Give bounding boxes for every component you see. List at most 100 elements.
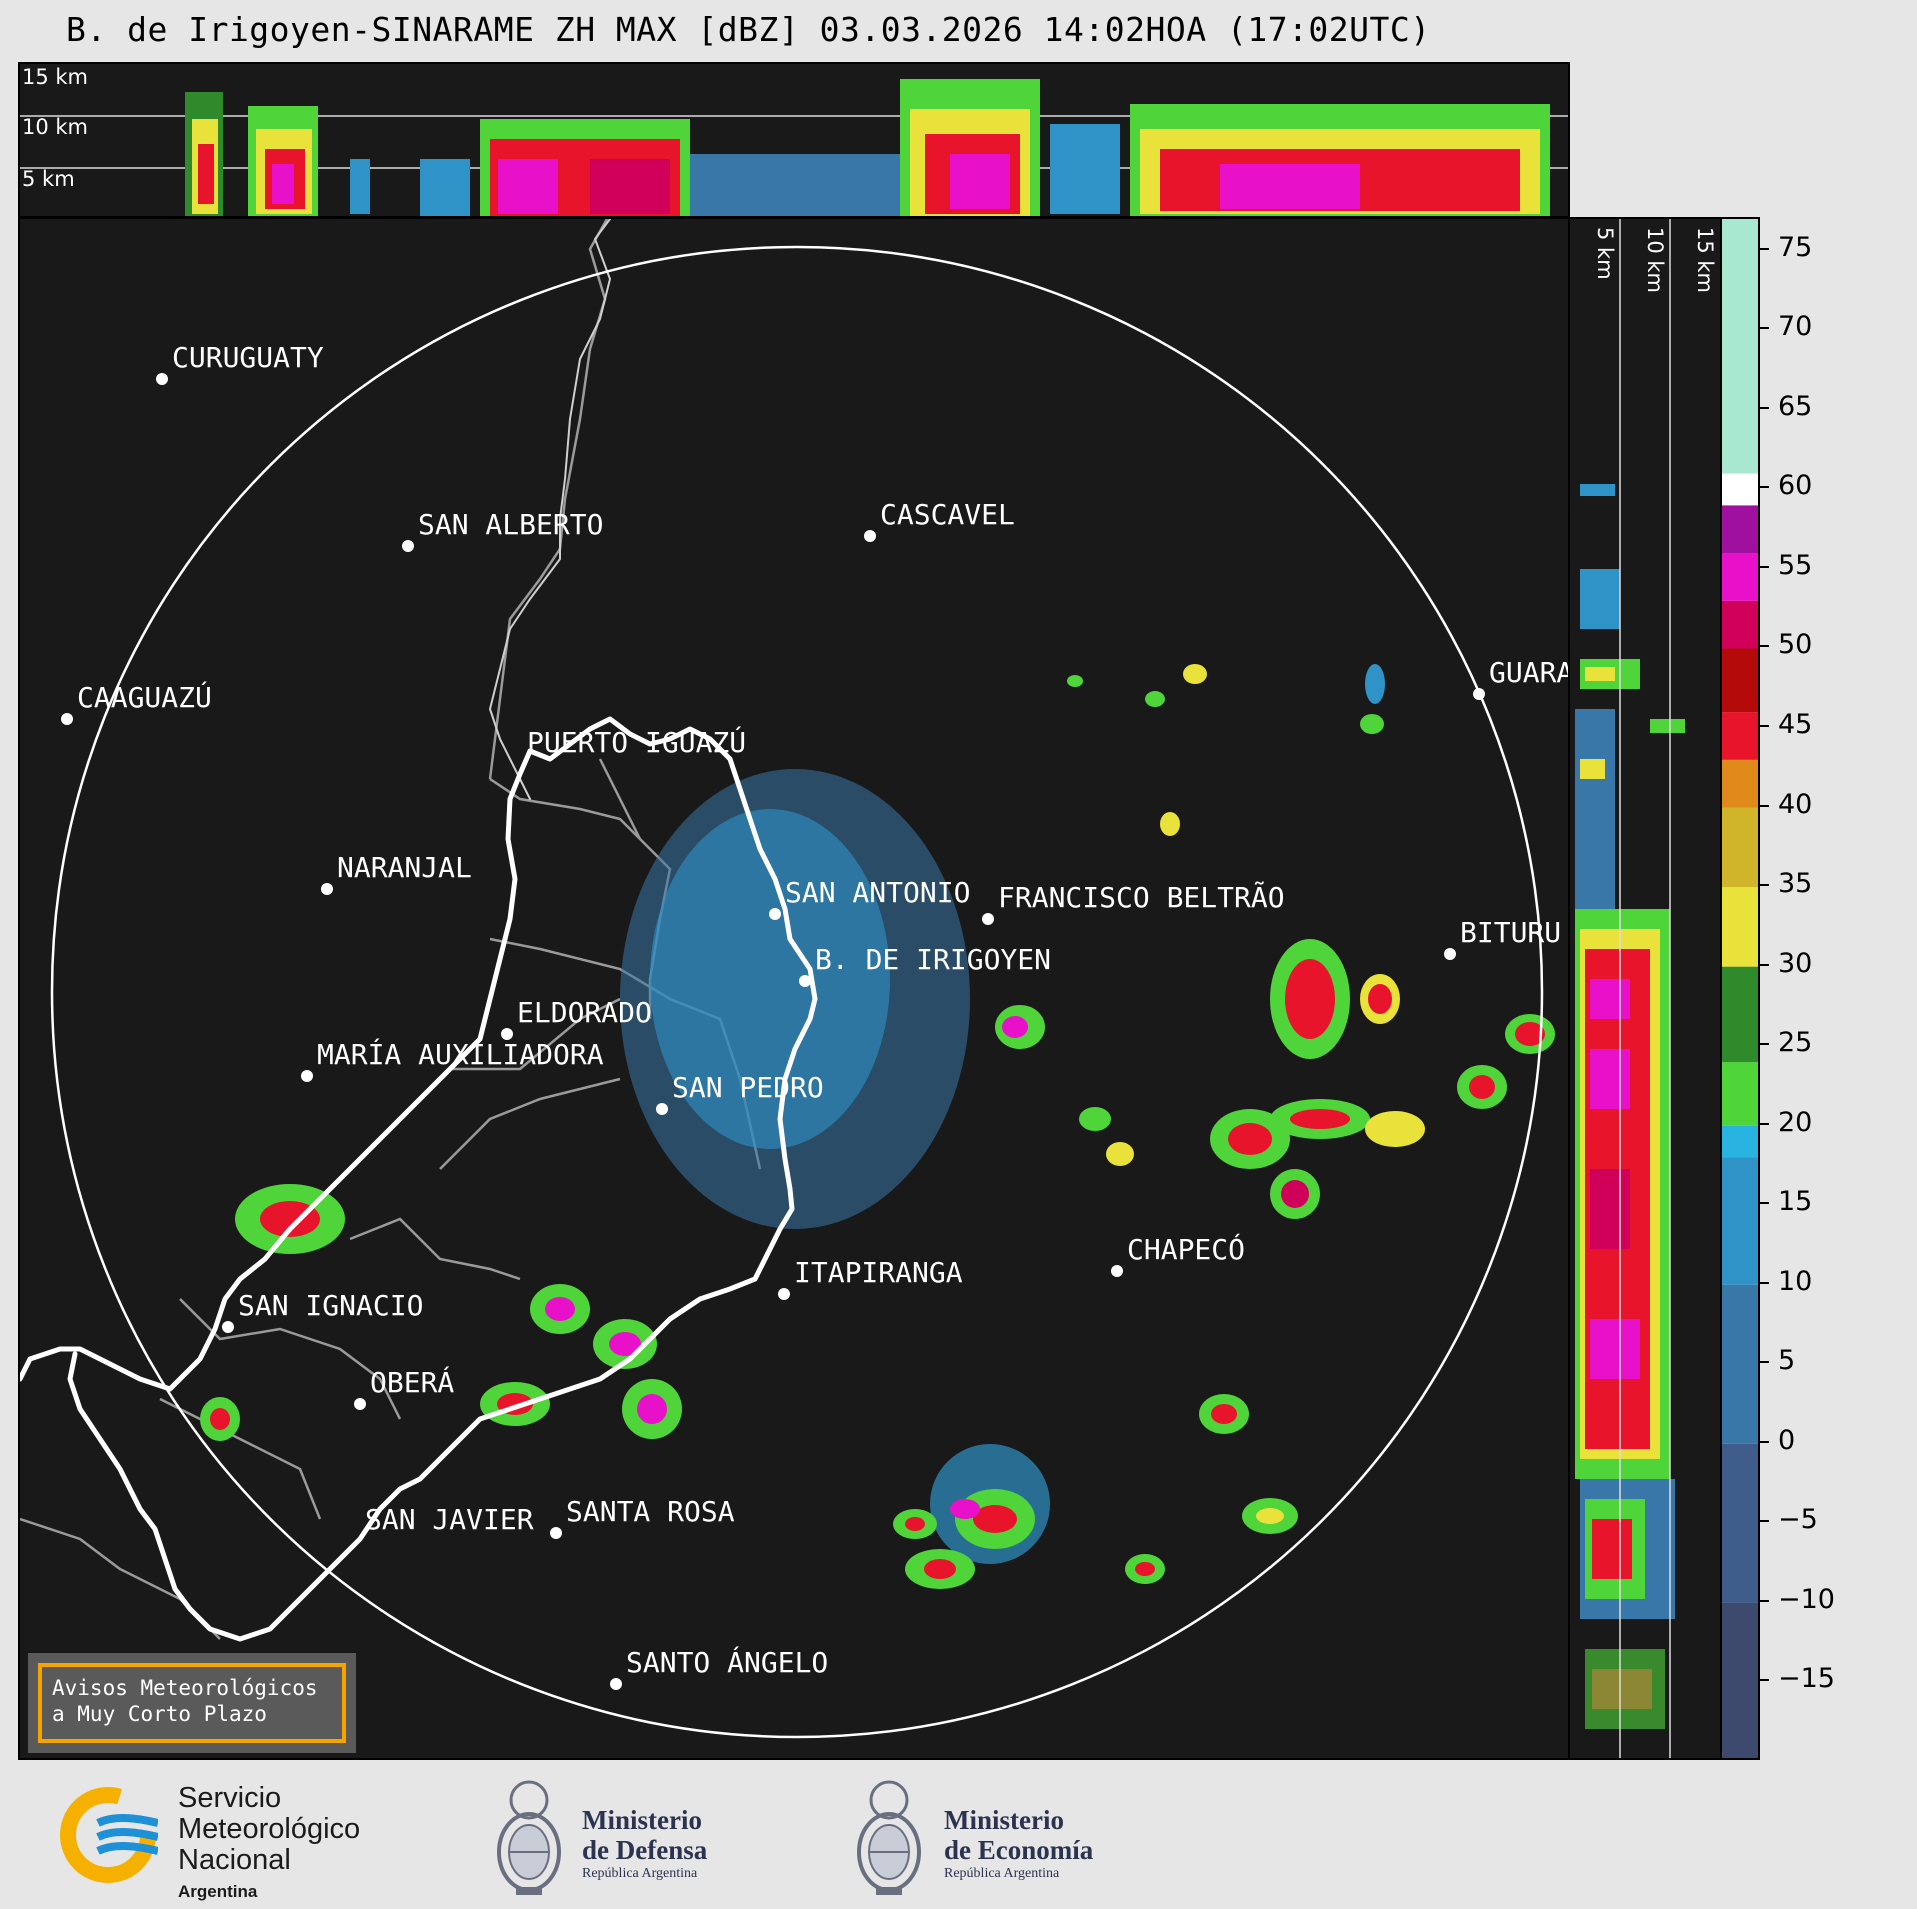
smn-logo-icon bbox=[60, 1787, 158, 1883]
defensa-line3: República Argentina bbox=[582, 1866, 698, 1881]
colorbar-band bbox=[1722, 1602, 1758, 1758]
defensa-text: Ministerio de Defensa República Argentin… bbox=[582, 1805, 707, 1883]
colorbar-band bbox=[1722, 505, 1758, 554]
colorbar-tick-label: 25 bbox=[1778, 1027, 1813, 1059]
city-chapeco[interactable]: CHAPECÓ bbox=[1111, 1232, 1245, 1277]
side-height-profile-panel: 5 km 10 km 15 km bbox=[1568, 217, 1722, 1760]
svg-text:CURUGUATY: CURUGUATY bbox=[172, 341, 324, 374]
city-maria-auxiliadora[interactable]: MARÍA AUXILIADORA bbox=[301, 1037, 604, 1082]
city-san-antonio[interactable]: SAN ANTONIO bbox=[769, 876, 970, 920]
warnings-link-border[interactable]: Avisos Meteorológicos a Muy Corto Plazo bbox=[38, 1663, 346, 1743]
svg-text:SANTO ÁNGELO: SANTO ÁNGELO bbox=[626, 1645, 828, 1679]
colorbar-band bbox=[1722, 473, 1758, 506]
economia-text: Ministerio de Economía República Argenti… bbox=[944, 1805, 1093, 1883]
colorbar-tick-label: 45 bbox=[1778, 709, 1813, 741]
colorbar-tick-label: 5 bbox=[1778, 1345, 1796, 1377]
city-san-javier[interactable]: SAN JAVIER bbox=[365, 1503, 534, 1536]
side-label-10km: 10 km bbox=[1643, 227, 1667, 293]
colorbar-tick-label: 75 bbox=[1778, 231, 1813, 263]
svg-text:ELDORADO: ELDORADO bbox=[517, 996, 652, 1029]
smn-logo-text: Servicio Meteorológico Nacional Argentin… bbox=[178, 1783, 360, 1907]
colorbar-band bbox=[1722, 1125, 1758, 1158]
colorbar-band bbox=[1722, 712, 1758, 760]
svg-text:CAAGUAZÚ: CAAGUAZÚ bbox=[77, 680, 212, 714]
defensa-line1: Ministerio bbox=[582, 1805, 702, 1835]
colorbar-tick-label: −10 bbox=[1778, 1583, 1835, 1615]
economia-line1: Ministerio bbox=[944, 1805, 1064, 1835]
city-b-de-irigoyen[interactable]: B. DE IRIGOYEN bbox=[799, 943, 1051, 987]
top-label-15km: 15 km bbox=[22, 65, 88, 89]
economia-line3: República Argentina bbox=[944, 1866, 1060, 1881]
svg-text:SAN ALBERTO: SAN ALBERTO bbox=[418, 508, 603, 541]
svg-text:OBERÁ: OBERÁ bbox=[370, 1365, 454, 1399]
svg-text:NARANJAL: NARANJAL bbox=[337, 851, 472, 884]
colorbar-band bbox=[1722, 887, 1758, 967]
city-itapiranga[interactable]: ITAPIRANGA bbox=[778, 1256, 963, 1300]
radar-map[interactable]: CURUGUATY SAN ALBERTO CASCAVEL CAAGUAZÚ … bbox=[18, 217, 1570, 1760]
colorbar-tick-label: −15 bbox=[1778, 1663, 1835, 1695]
colorbar-tick-label: 40 bbox=[1778, 788, 1813, 820]
svg-text:SANTA ROSA: SANTA ROSA bbox=[566, 1495, 735, 1528]
city-obera[interactable]: OBERÁ bbox=[354, 1365, 454, 1410]
warnings-link-box[interactable]: Avisos Meteorológicos a Muy Corto Plazo bbox=[28, 1653, 356, 1753]
colorbar-tick-label: 70 bbox=[1778, 311, 1813, 343]
dbz-colorbar bbox=[1720, 217, 1760, 1760]
svg-text:GUARA: GUARA bbox=[1489, 656, 1570, 689]
top-height-profile-panel: 15 km 10 km 5 km bbox=[18, 62, 1570, 218]
colorbar-tick-label: 20 bbox=[1778, 1106, 1813, 1138]
colorbar-tick-label: 55 bbox=[1778, 549, 1813, 581]
svg-text:MARÍA AUXILIADORA: MARÍA AUXILIADORA bbox=[317, 1037, 604, 1071]
economia-crest-icon bbox=[857, 1780, 921, 1895]
warnings-line2: a Muy Corto Plazo bbox=[52, 1702, 267, 1726]
defensa-crest-icon bbox=[497, 1780, 561, 1895]
city-santo-angelo[interactable]: SANTO ÁNGELO bbox=[610, 1645, 828, 1690]
colorbar-band bbox=[1722, 759, 1758, 808]
city-cascavel[interactable]: CASCAVEL bbox=[864, 498, 1015, 542]
svg-text:SAN ANTONIO: SAN ANTONIO bbox=[785, 876, 970, 909]
colorbar-band bbox=[1722, 219, 1758, 474]
svg-text:SAN JAVIER: SAN JAVIER bbox=[365, 1503, 534, 1536]
colorbar-ticks: 75 70 65 60 55 50 45 40 35 30 25 20 15 10 5 0 −5 −10 −15 bbox=[1760, 217, 1840, 1760]
svg-text:SAN PEDRO: SAN PEDRO bbox=[672, 1071, 824, 1104]
colorbar-band bbox=[1722, 1443, 1758, 1603]
range-ring bbox=[50, 245, 1544, 1739]
svg-text:FRANCISCO BELTRÃO: FRANCISCO BELTRÃO bbox=[998, 881, 1285, 914]
radar-echoes bbox=[200, 664, 1555, 1589]
svg-text:BITURU: BITURU bbox=[1460, 916, 1561, 949]
city-san-pedro[interactable]: SAN PEDRO bbox=[656, 1071, 824, 1115]
top-echo-tops bbox=[185, 79, 1550, 216]
city-naranjal[interactable]: NARANJAL bbox=[321, 851, 472, 895]
smn-line3: Nacional bbox=[178, 1844, 291, 1876]
city-bituru[interactable]: BITURU bbox=[1444, 916, 1561, 960]
side-echo-tops bbox=[1575, 484, 1685, 1729]
svg-text:SAN IGNACIO: SAN IGNACIO bbox=[238, 1289, 423, 1322]
city-curuguaty[interactable]: CURUGUATY bbox=[156, 341, 324, 385]
city-san-ignacio[interactable]: SAN IGNACIO bbox=[222, 1289, 423, 1333]
svg-text:CASCAVEL: CASCAVEL bbox=[880, 498, 1015, 531]
city-guara[interactable]: GUARA bbox=[1473, 656, 1570, 700]
colorbar-band bbox=[1722, 600, 1758, 649]
smn-line4: Argentina bbox=[178, 1882, 258, 1901]
colorbar-tick-label: 60 bbox=[1778, 470, 1813, 502]
city-santa-rosa[interactable]: SANTA ROSA bbox=[550, 1495, 735, 1539]
svg-text:ITAPIRANGA: ITAPIRANGA bbox=[794, 1256, 963, 1289]
top-label-5km: 5 km bbox=[22, 167, 75, 191]
svg-text:PUERTO IGUAZÚ: PUERTO IGUAZÚ bbox=[527, 725, 746, 759]
colorbar-tick-label: 15 bbox=[1778, 1186, 1813, 1218]
economia-line2: de Economía bbox=[944, 1835, 1094, 1865]
colorbar-tick-label: 35 bbox=[1778, 868, 1813, 900]
top-profile-svg: 15 km 10 km 5 km bbox=[20, 65, 1568, 216]
city-francisco-beltrao[interactable]: FRANCISCO BELTRÃO bbox=[982, 881, 1285, 925]
city-puerto-iguazu[interactable]: PUERTO IGUAZÚ bbox=[527, 725, 746, 759]
colorbar-band bbox=[1722, 807, 1758, 888]
side-label-15km: 15 km bbox=[1693, 227, 1717, 293]
city-markers: CURUGUATY SAN ALBERTO CASCAVEL CAAGUAZÚ … bbox=[61, 341, 1570, 1690]
city-eldorado[interactable]: ELDORADO bbox=[501, 996, 652, 1040]
colorbar-band bbox=[1722, 648, 1758, 713]
colorbar-tick-label: 65 bbox=[1778, 390, 1813, 422]
city-caaguazu[interactable]: CAAGUAZÚ bbox=[61, 680, 212, 725]
city-san-alberto[interactable]: SAN ALBERTO bbox=[402, 508, 603, 552]
smn-line2: Meteorológico bbox=[178, 1813, 361, 1845]
colorbar-tick-label: 50 bbox=[1778, 629, 1813, 661]
warnings-line1: Avisos Meteorológicos bbox=[52, 1676, 318, 1700]
